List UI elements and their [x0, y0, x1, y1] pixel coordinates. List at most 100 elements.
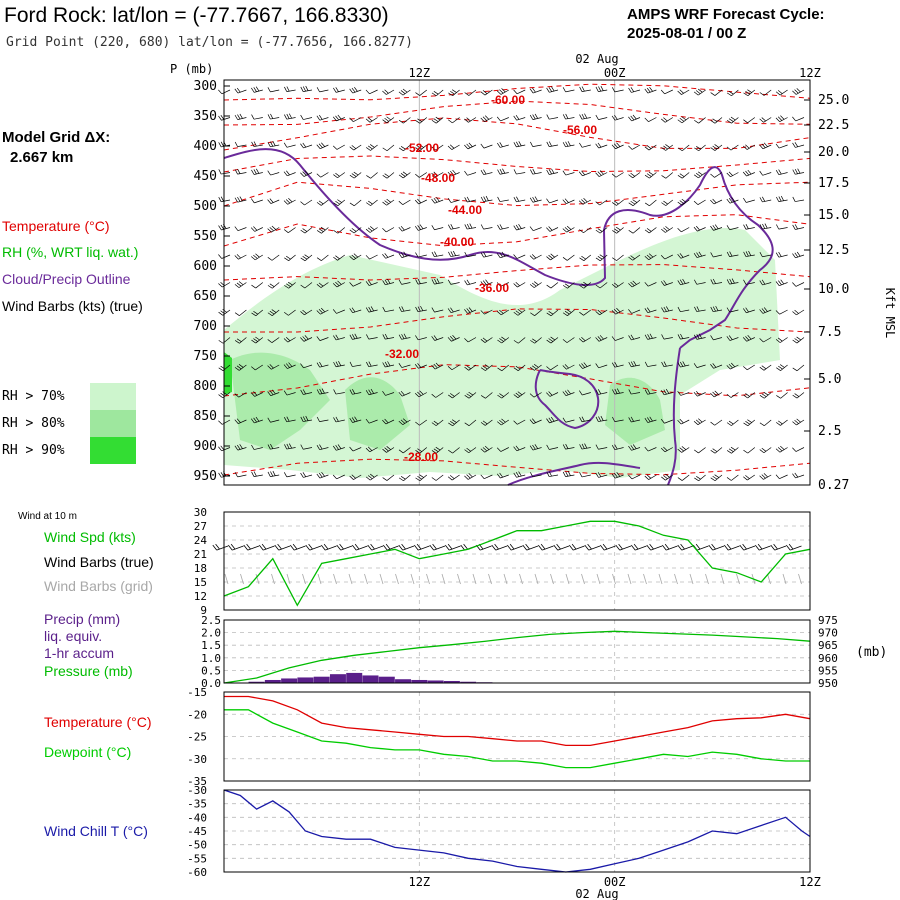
wind-barb-feather: [532, 196, 536, 202]
wind-barb-staff: [681, 89, 690, 95]
wind-barb-feather: [271, 389, 276, 395]
wind-barb: [316, 114, 329, 121]
wind-barb: [693, 88, 706, 96]
wind-barb-feather: [743, 366, 748, 371]
wind-barb-staff: [648, 144, 657, 151]
wind-barb-feather: [613, 143, 618, 148]
true-wind-barb: [522, 543, 539, 551]
wind-barb: [579, 254, 592, 261]
wind-barb-feather: [698, 333, 702, 339]
true-wind-barb: [320, 543, 337, 551]
wind-barb-feather: [267, 257, 273, 261]
wind-barb: [546, 282, 559, 289]
wind-barb-staff: [516, 474, 526, 478]
wind-barb-feather: [550, 416, 555, 422]
wind-barb-feather: [349, 202, 355, 207]
wind-barb-staff: [319, 337, 329, 341]
wind-barb-feather: [332, 309, 337, 314]
wind-barb-feather: [419, 474, 424, 478]
wind-barb-feather: [529, 472, 534, 477]
wind-barb-staff: [762, 282, 772, 286]
grid-wind-barb: [720, 573, 725, 585]
wind-barb-feather: [597, 256, 603, 260]
wind-barb-feather: [794, 224, 798, 230]
wind-barb: [316, 254, 329, 261]
wind-barb-feather: [695, 225, 700, 231]
wind-barb-staff: [762, 144, 772, 150]
wind-barb-feather: [288, 198, 293, 203]
wind-barb-staff: [237, 144, 247, 147]
true-barb-feather: [695, 543, 701, 550]
wind-barb-feather: [566, 225, 572, 230]
height-tick-label: 22.5: [818, 118, 849, 133]
true-barb-staff: [573, 545, 585, 551]
wind-barb-staff: [729, 282, 739, 285]
wind-barb-feather: [349, 417, 353, 423]
wind-barb: [595, 389, 608, 395]
temperature-contour-label: -40.00: [440, 235, 474, 249]
wind-barb-feather: [300, 114, 304, 120]
wind-barb-feather: [600, 415, 604, 421]
wind-barb-staff: [468, 89, 477, 96]
wind-barb: [611, 282, 624, 288]
wind-barb-feather: [562, 257, 568, 261]
wind-barb: [726, 116, 739, 124]
wind-barb-staff: [780, 364, 788, 371]
wind-barb-feather: [581, 443, 585, 449]
wind-barb: [759, 419, 772, 427]
cloud-precip-outline: [223, 148, 774, 486]
precip-pressure-frame: [223, 619, 811, 684]
wind-barb: [759, 89, 772, 96]
wind-barb-feather: [415, 477, 421, 482]
height-tick-label: 10.0: [818, 282, 849, 297]
wind-barb-feather: [663, 475, 668, 480]
wind-barb-staff: [647, 337, 657, 340]
wind-barb-feather: [628, 361, 632, 367]
wind-barb-feather: [349, 174, 355, 179]
wind-barb: [448, 419, 460, 427]
wind-barb-staff: [450, 227, 460, 230]
wind-barb-staff: [336, 337, 345, 341]
top-time-tick-label: 00Z: [604, 66, 626, 80]
wind-barb-feather: [729, 278, 733, 284]
wind-barb-feather: [450, 224, 454, 229]
wind-barb: [251, 364, 263, 371]
wind-chill-line: [223, 789, 811, 873]
wind-barb: [332, 444, 345, 451]
wind-barb-feather: [796, 251, 801, 257]
wind-barb-feather: [316, 284, 322, 288]
grid-barb-staff: [767, 573, 771, 585]
wind-barb-feather: [792, 169, 796, 175]
wind-barb-feather: [792, 282, 797, 287]
wind-barb-feather: [679, 447, 684, 452]
wind-barb: [300, 170, 313, 177]
grid-barb-staff: [441, 573, 446, 585]
wind-barb-feather: [269, 364, 274, 369]
wind-barb-staff: [286, 392, 296, 396]
wind-barb-staff: [532, 199, 542, 203]
wind-barb: [415, 117, 428, 124]
wind-barb-feather: [578, 200, 584, 205]
wind-barb: [349, 86, 362, 94]
wind-barb-staff: [647, 419, 657, 423]
true-barb-staff: [294, 545, 306, 551]
wind-barb-feather: [283, 338, 289, 343]
wind-barb-feather: [349, 88, 354, 94]
wind-barb-staff: [418, 364, 427, 369]
wind-barb-feather: [483, 169, 487, 175]
wind-barb: [382, 116, 395, 124]
wind-barb: [497, 392, 510, 399]
wind-barb-feather: [251, 444, 255, 450]
wind-barb-staff: [631, 89, 641, 93]
wind-barb-feather: [270, 113, 274, 119]
wind-speed-legend: Wind Spd (kts): [44, 529, 136, 545]
wind-barb-staff: [615, 144, 624, 150]
true-barb-feather: [618, 543, 623, 550]
wind-barb-staff: [403, 447, 411, 454]
wind-barb: [480, 195, 493, 202]
wind-chill-tick-label: -35: [187, 798, 207, 811]
wind-barb: [497, 142, 509, 148]
wind-barb-feather: [366, 147, 371, 151]
pressure-legend: Pressure (mb): [44, 663, 133, 679]
wind-barb-feather: [302, 336, 307, 341]
